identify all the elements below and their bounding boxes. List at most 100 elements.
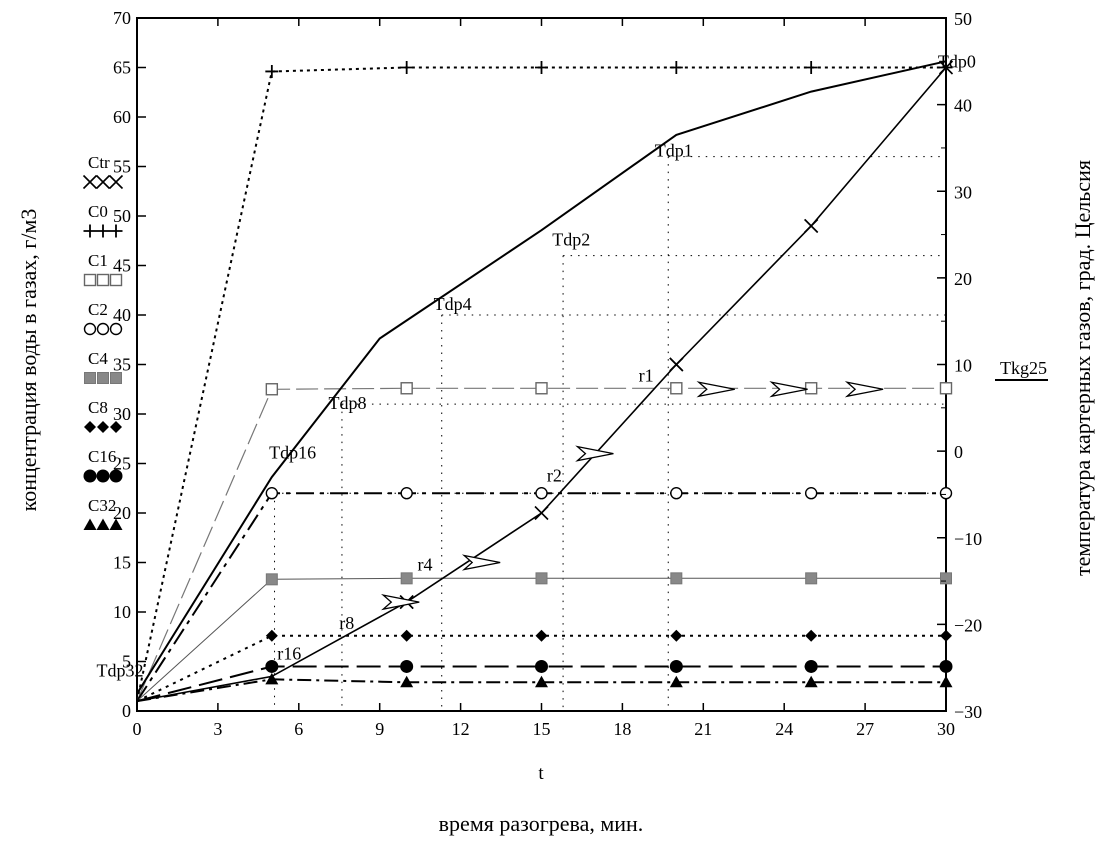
data-point-ctr [938, 60, 954, 75]
data-point-c8 [670, 629, 683, 642]
legend-marker-c8 [97, 421, 109, 433]
y-right-tick-label: 40 [954, 96, 972, 116]
annotation-tdp16: Tdp16 [269, 443, 316, 463]
legend-marker-ctr [95, 174, 111, 190]
legend-marker-c0 [96, 224, 110, 238]
x-tick-label: 18 [613, 719, 631, 739]
y-left-tick-label: 55 [113, 157, 131, 177]
x-tick-label: 15 [533, 719, 551, 739]
legend-label-c4: C4 [88, 349, 108, 368]
x-tick-label: 9 [375, 719, 384, 739]
data-point-c4 [265, 573, 278, 586]
annotation-r2: r2 [547, 465, 562, 485]
arrow-marker [769, 381, 808, 398]
y-left-tick-label: 35 [113, 355, 131, 375]
y-left-tick-label: 45 [113, 256, 131, 276]
data-point-ctr [669, 357, 684, 372]
legend-tkg25-label: Tkg25 [1000, 358, 1047, 378]
data-point-c2 [939, 487, 953, 500]
annotation-tdp8: Tdp8 [328, 393, 366, 413]
plot-area [136, 17, 947, 712]
legend-marker-ctr [108, 174, 124, 190]
y-left-tick-label: 25 [113, 454, 131, 474]
data-point-ctr [804, 218, 819, 233]
x-tick-label: 0 [133, 719, 142, 739]
data-point-c1 [804, 382, 818, 395]
x-axis-label: t [538, 763, 544, 784]
data-point-c8 [805, 629, 818, 642]
data-point-c8 [400, 629, 413, 642]
legend-marker-c1 [109, 273, 123, 287]
y-right-tick-label: 0 [954, 442, 963, 462]
series-line-c1 [136, 387, 946, 702]
legend-marker-c4 [84, 372, 96, 384]
axes: 0 3 6 9 12 15 18 21 24 27 30 0 5 10 15 20 25 30 35 40 45 50 55… [113, 8, 982, 739]
legend-tkg25: Tkg25 [995, 358, 1048, 381]
data-point-c16 [804, 659, 818, 673]
arrow-marker [461, 554, 501, 571]
annotation-tdp32: Tdp32 [97, 660, 144, 680]
data-point-c0 [535, 61, 548, 74]
x-tick-label: 12 [452, 719, 470, 739]
arrow-marker [696, 381, 735, 398]
legend-label-c8: C8 [88, 398, 108, 417]
x-tick-label: 27 [856, 719, 874, 739]
legend-marker-c16 [83, 469, 97, 483]
legend: Ctr C0 C1 C2 C4 C8 C16 C32 [82, 153, 124, 530]
annotation-tdp2: Tdp2 [552, 230, 590, 250]
x-axis-caption: время разогрева, мин. [439, 811, 644, 836]
data-point-c32 [939, 675, 953, 688]
legend-marker-ctr [82, 174, 98, 190]
y-right-tick-label: −10 [954, 529, 982, 549]
legend-marker-c16 [109, 469, 123, 483]
data-point-c8 [940, 629, 952, 642]
legend-marker-c32 [109, 518, 123, 530]
legend-marker-c1 [96, 273, 110, 287]
x-tick-label: 30 [937, 719, 955, 739]
data-point-c16 [939, 659, 953, 673]
data-point-c2 [804, 487, 818, 500]
data-point-c0 [804, 61, 818, 74]
data-point-c0 [400, 61, 414, 74]
y-left-tick-label: 15 [113, 553, 131, 573]
annotation-r1: r1 [639, 365, 654, 385]
data-point-c2 [400, 487, 413, 500]
y-right-tick-label: 30 [954, 182, 972, 202]
plot-frame [136, 17, 947, 712]
legend-marker-c32 [83, 518, 97, 530]
data-point-c8 [265, 629, 278, 642]
data-point-ctr [534, 505, 549, 521]
y-left-tick-label: 60 [113, 107, 131, 127]
data-point-c8 [535, 629, 548, 642]
data-point-c4 [805, 572, 818, 585]
data-point-c1 [400, 382, 413, 395]
y-right-tick-label: 10 [954, 356, 972, 376]
legend-marker-c1 [83, 273, 97, 287]
y-right-tick-label: 50 [954, 9, 972, 29]
data-point-c16 [535, 659, 548, 673]
annotation-r16: r16 [277, 644, 301, 664]
legend-marker-c0 [109, 224, 123, 238]
annotation-tdp4: Tdp4 [434, 294, 472, 314]
x-tick-label: 24 [775, 719, 793, 739]
legend-marker-c4 [97, 372, 109, 384]
y-right-tick-label: −20 [954, 615, 982, 635]
y-axis-right-label: температура картерных газов, град. Цельс… [1070, 160, 1095, 576]
y-left-tick-label: 10 [113, 602, 131, 622]
legend-marker-c0 [83, 224, 97, 238]
data-point-c1 [535, 382, 548, 395]
data-point-c4 [940, 572, 952, 585]
data-point-c32 [669, 675, 683, 688]
legend-marker-c16 [96, 469, 110, 483]
annotation-r4: r4 [417, 554, 432, 574]
data-point-c2 [265, 487, 279, 500]
y-left-tick-label: 5 [122, 652, 131, 672]
data-point-c32 [400, 675, 414, 688]
annotation-tdp1: Tdp1 [655, 141, 693, 161]
annotation-r8: r8 [339, 613, 354, 633]
data-point-c16 [265, 659, 279, 673]
y-right-tick-label: −30 [954, 702, 982, 722]
y-left-tick-label: 30 [113, 404, 131, 424]
legend-label-c32: C32 [88, 496, 116, 515]
series-lines [136, 60, 947, 703]
